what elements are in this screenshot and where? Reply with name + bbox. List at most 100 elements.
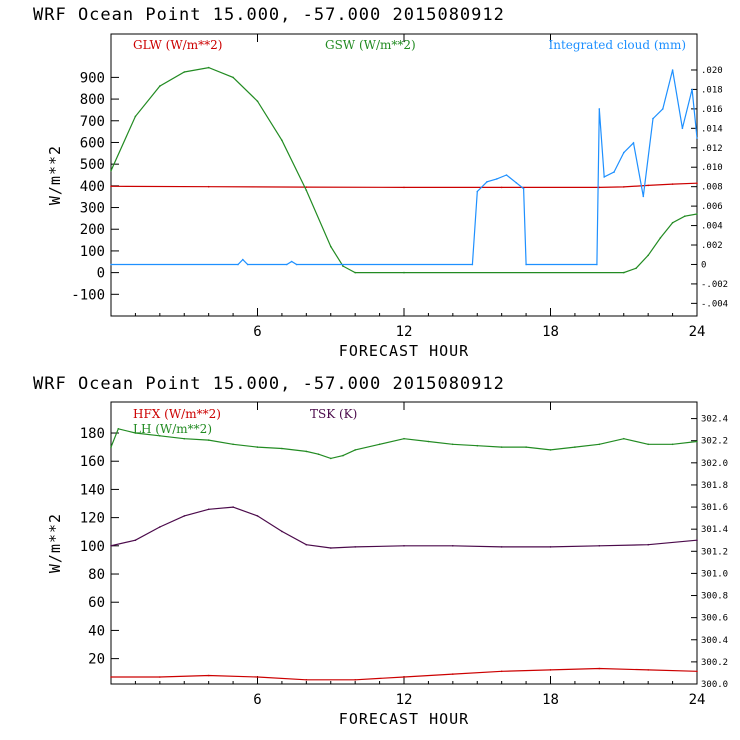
data-point bbox=[500, 446, 503, 448]
y-tick-label: 120 bbox=[80, 511, 105, 527]
y-tick-label: 40 bbox=[88, 623, 105, 639]
data-point bbox=[330, 547, 332, 549]
y-tick-label: 80 bbox=[88, 567, 105, 583]
y2-tick-label: 302.2 bbox=[701, 437, 728, 447]
y2-tick-label: 301.4 bbox=[701, 525, 728, 535]
data-point bbox=[603, 176, 605, 178]
data-point bbox=[647, 443, 649, 446]
data-point bbox=[232, 506, 234, 508]
x-tick-label: 12 bbox=[396, 692, 413, 708]
data-point bbox=[207, 439, 210, 441]
data-point bbox=[110, 446, 112, 448]
y2-tick-label: 300.0 bbox=[701, 680, 728, 690]
data-point bbox=[354, 679, 357, 681]
y2-tick-label: .014 bbox=[701, 124, 723, 134]
data-point bbox=[237, 263, 239, 266]
data-point bbox=[696, 670, 698, 673]
data-point bbox=[378, 443, 381, 446]
data-point bbox=[207, 508, 210, 511]
legend-entry: GSW (W/m**2) bbox=[325, 38, 416, 52]
y-tick-label: 0 bbox=[97, 266, 105, 282]
y2-tick-label: 300.8 bbox=[701, 592, 728, 602]
data-point bbox=[159, 676, 161, 678]
data-point bbox=[549, 546, 552, 548]
data-point bbox=[330, 457, 332, 460]
y2-tick-label: .004 bbox=[701, 222, 723, 232]
data-point bbox=[110, 169, 112, 172]
data-point bbox=[659, 237, 662, 239]
y-tick-label: 400 bbox=[80, 179, 105, 195]
data-point bbox=[652, 117, 654, 120]
y2-tick-label: .016 bbox=[701, 105, 723, 115]
x-tick-label: 24 bbox=[689, 324, 706, 340]
y2-tick-label: .008 bbox=[701, 183, 723, 193]
y2-tick-label: .002 bbox=[701, 241, 723, 251]
data-point bbox=[207, 66, 210, 69]
data-point bbox=[486, 181, 488, 183]
data-point bbox=[305, 543, 308, 546]
y2-tick-label: 301.8 bbox=[701, 481, 728, 491]
data-point bbox=[505, 174, 508, 176]
series-integrated-line bbox=[111, 69, 697, 266]
data-point bbox=[256, 446, 259, 448]
data-point bbox=[159, 85, 161, 87]
y2-tick-label: 302.0 bbox=[701, 459, 728, 469]
data-point bbox=[110, 545, 112, 547]
y-tick-label: 500 bbox=[80, 157, 105, 173]
y2-tick-label: 300.4 bbox=[701, 636, 728, 646]
data-point bbox=[598, 443, 601, 446]
legend-entry: Integrated cloud (mm) bbox=[548, 38, 686, 52]
y-tick-label: 700 bbox=[80, 114, 105, 130]
data-point bbox=[317, 453, 320, 456]
data-point bbox=[623, 437, 625, 440]
legend-entry: LH (W/m**2) bbox=[133, 422, 212, 436]
series-gsw-line bbox=[111, 66, 697, 274]
data-point bbox=[452, 673, 454, 675]
data-point bbox=[134, 539, 137, 541]
data-point bbox=[647, 184, 649, 187]
data-point bbox=[427, 440, 430, 443]
y2-tick-label: 301.2 bbox=[701, 547, 728, 557]
series-tsk-line bbox=[111, 506, 697, 549]
data-point bbox=[647, 254, 649, 257]
y-tick-label: 160 bbox=[80, 454, 105, 470]
data-point bbox=[354, 271, 357, 274]
legend-entry: TSK (K) bbox=[310, 407, 357, 421]
data-point bbox=[342, 454, 344, 457]
data-point bbox=[671, 183, 674, 185]
data-point bbox=[696, 182, 698, 184]
data-point bbox=[598, 667, 601, 670]
data-point bbox=[305, 186, 308, 188]
y2-tick-label: 300.2 bbox=[701, 658, 728, 668]
y-tick-label: 180 bbox=[80, 426, 105, 442]
x-tick-label: 6 bbox=[253, 324, 261, 340]
data-point bbox=[242, 258, 244, 261]
data-point bbox=[246, 263, 249, 266]
series-glw-line bbox=[111, 182, 697, 188]
y2-tick-label: .006 bbox=[701, 202, 723, 212]
data-point bbox=[696, 539, 698, 541]
data-point bbox=[452, 545, 454, 547]
y-tick-label: 600 bbox=[80, 135, 105, 151]
data-point bbox=[696, 440, 698, 443]
data-point bbox=[183, 515, 186, 517]
y-tick-label: 100 bbox=[80, 539, 105, 555]
data-point bbox=[207, 674, 210, 677]
data-point bbox=[671, 69, 674, 71]
data-point bbox=[134, 432, 137, 434]
data-point bbox=[305, 679, 308, 681]
data-point bbox=[471, 263, 474, 266]
data-point bbox=[403, 676, 405, 678]
data-point bbox=[671, 443, 674, 446]
legend-entry: GLW (W/m**2) bbox=[133, 38, 222, 52]
x-axis-title: FORECAST HOUR bbox=[339, 710, 469, 728]
data-point bbox=[281, 447, 283, 450]
data-point bbox=[696, 137, 698, 139]
data-point bbox=[623, 271, 625, 274]
data-point bbox=[476, 190, 479, 193]
data-point bbox=[549, 669, 552, 671]
data-point bbox=[354, 449, 357, 451]
x-tick-label: 18 bbox=[542, 324, 559, 340]
y-tick-label: -100 bbox=[71, 287, 105, 303]
data-point bbox=[691, 88, 693, 91]
